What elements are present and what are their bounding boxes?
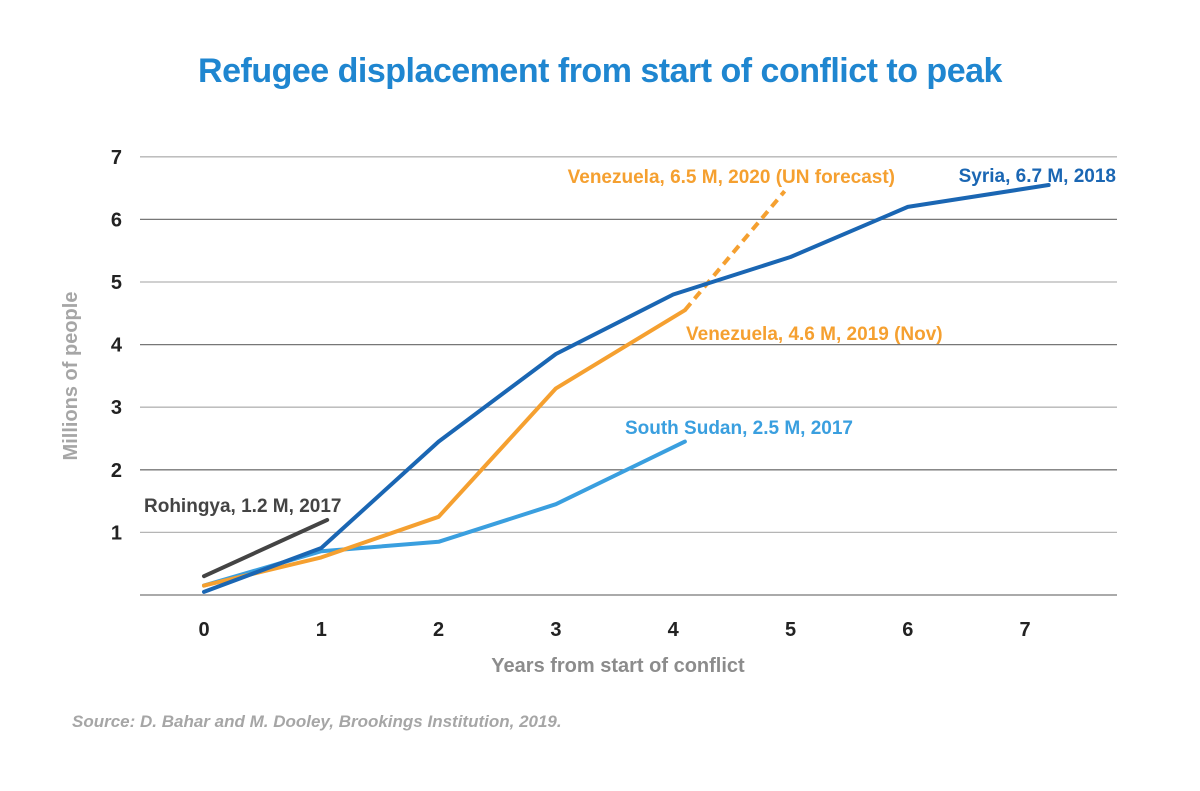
series-line-rohingya xyxy=(202,517,330,579)
x-tick-label: 1 xyxy=(316,619,327,641)
series-labels: Syria, 6.7 M, 2018 Venezuela, 4.6 M, 2019… xyxy=(144,166,1116,517)
y-tick-label: 4 xyxy=(111,335,123,357)
chart-title: Refugee displacement from start of confl… xyxy=(198,52,1002,90)
y-tick-label: 5 xyxy=(111,272,122,294)
y-tick-label: 6 xyxy=(111,209,122,231)
x-tick-label: 3 xyxy=(550,619,561,641)
series-label-rohingya: Rohingya, 1.2 M, 2017 xyxy=(144,496,341,517)
source-note: Source: D. Bahar and M. Dooley, Brooking… xyxy=(72,712,562,731)
y-tick-label: 1 xyxy=(111,522,122,544)
x-axis-label: Years from start of conflict xyxy=(491,655,745,677)
series-label-venezuela: Venezuela, 4.6 M, 2019 (Nov) xyxy=(686,324,943,345)
y-tick-label: 3 xyxy=(111,397,122,419)
x-tick-label: 6 xyxy=(902,619,913,641)
x-tick-label: 5 xyxy=(785,619,796,641)
series-line-venezuela xyxy=(202,308,687,588)
series-label-venezuela-forecast: Venezuela, 6.5 M, 2020 (UN forecast) xyxy=(568,167,895,188)
x-tick-labels: 0 1 2 3 4 5 6 7 xyxy=(198,619,1030,641)
x-tick-label: 4 xyxy=(668,619,680,641)
y-tick-labels: 1 2 3 4 5 6 7 xyxy=(111,147,123,545)
x-tick-label: 0 xyxy=(198,619,209,641)
y-tick-label: 7 xyxy=(111,147,122,169)
series-line-syria xyxy=(202,183,1051,594)
y-axis-label: Millions of people xyxy=(60,292,82,461)
x-tick-label: 2 xyxy=(433,619,444,641)
series-label-south-sudan: South Sudan, 2.5 M, 2017 xyxy=(625,418,853,439)
y-tick-label: 2 xyxy=(111,460,122,482)
gridlines xyxy=(140,156,1117,596)
series-lines xyxy=(202,183,1051,594)
x-tick-label: 7 xyxy=(1020,619,1031,641)
series-line-venezuela-forecast xyxy=(683,189,787,312)
series-label-syria: Syria, 6.7 M, 2018 xyxy=(959,166,1116,187)
